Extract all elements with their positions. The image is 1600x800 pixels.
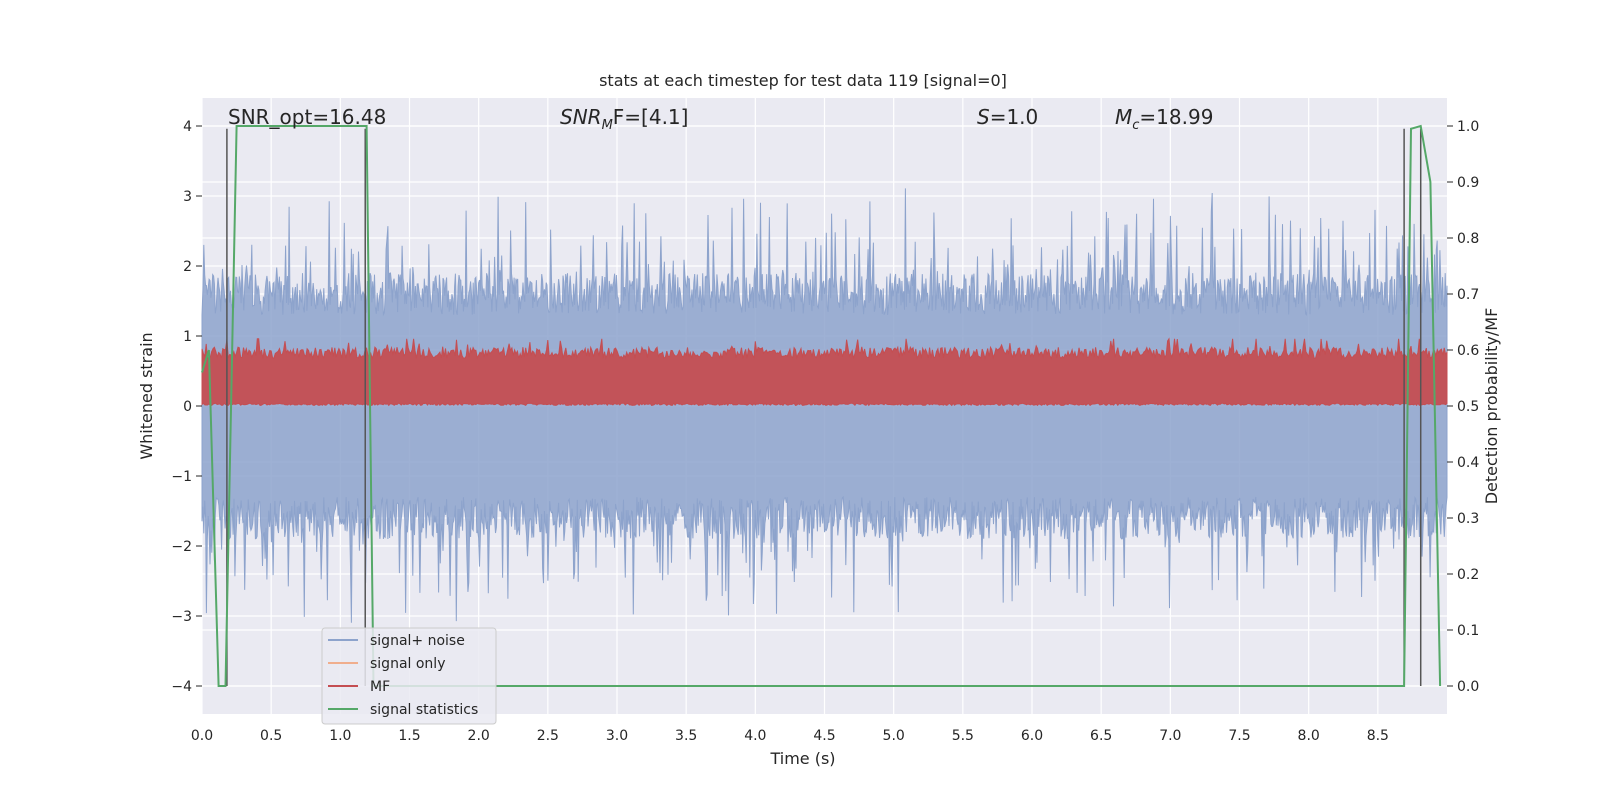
annotation-snr-opt: SNR_opt=16.48 xyxy=(228,105,386,129)
y-tick-label-right: 0.5 xyxy=(1457,399,1479,415)
legend-label-noise: signal+ noise xyxy=(370,633,465,649)
x-tick-label: 6.0 xyxy=(1021,728,1043,744)
y-tick-label-right: 0.8 xyxy=(1457,231,1479,247)
y-axis-label-right: Detection probability/MF xyxy=(1482,308,1501,505)
legend-label-mf: MF xyxy=(370,679,390,695)
x-tick-label: 7.0 xyxy=(1159,728,1181,744)
x-tick-label: 8.5 xyxy=(1367,728,1389,744)
y-tick-label-left: 1 xyxy=(183,329,192,345)
annotation-s: S=1.0 xyxy=(977,105,1038,129)
x-tick-label: 3.0 xyxy=(606,728,628,744)
x-tick-label: 0.0 xyxy=(191,728,213,744)
y-tick-label-right: 0.4 xyxy=(1457,455,1479,471)
annotation-mc: Mc=18.99 xyxy=(1115,105,1213,133)
x-tick-label: 0.5 xyxy=(260,728,282,744)
x-tick-label: 6.5 xyxy=(1090,728,1112,744)
x-tick-label: 2.5 xyxy=(537,728,559,744)
y-tick-label-right: 1.0 xyxy=(1457,119,1479,135)
y-tick-label-left: −3 xyxy=(171,609,192,625)
legend-box xyxy=(321,627,497,725)
x-tick-label: 1.5 xyxy=(398,728,420,744)
y-tick-label-right: 0.9 xyxy=(1457,175,1479,191)
y-axis-label-left: Whitened strain xyxy=(137,332,156,459)
series-signal-noise xyxy=(201,188,1448,623)
annotation-snr-mf: SNRMF=[4.1] xyxy=(560,105,688,133)
y-tick-label-right: 0.0 xyxy=(1457,679,1479,695)
series-signal-statistics xyxy=(201,124,1442,687)
x-tick-label: 4.5 xyxy=(813,728,835,744)
x-tick-label: 1.0 xyxy=(329,728,351,744)
y-tick-label-right: 0.6 xyxy=(1457,343,1479,359)
x-tick-label: 5.0 xyxy=(883,728,905,744)
x-tick-label: 8.0 xyxy=(1298,728,1320,744)
x-tick-label: 5.5 xyxy=(952,728,974,744)
y-tick-label-left: 3 xyxy=(183,189,192,205)
x-tick-label: 3.5 xyxy=(675,728,697,744)
y-tick-label-right: 0.7 xyxy=(1457,287,1479,303)
x-tick-label: 7.5 xyxy=(1228,728,1250,744)
legend-label-signal: signal only xyxy=(370,656,445,672)
x-tick-label: 2.0 xyxy=(468,728,490,744)
y-tick-label-left: −2 xyxy=(171,539,192,555)
series-mf xyxy=(201,337,1448,407)
x-tick-label: 4.0 xyxy=(744,728,766,744)
y-tick-label-left: −4 xyxy=(171,679,192,695)
y-tick-label-left: 2 xyxy=(183,259,192,275)
y-tick-label-right: 0.3 xyxy=(1457,511,1479,527)
y-tick-label-left: 0 xyxy=(183,399,192,415)
y-tick-label-left: −1 xyxy=(171,469,192,485)
y-tick-label-right: 0.1 xyxy=(1457,623,1479,639)
x-axis-label: Time (s) xyxy=(769,749,835,768)
legend-label-stats: signal statistics xyxy=(370,702,478,718)
chart-title: stats at each timestep for test data 119… xyxy=(599,71,1007,90)
legend: signal+ noise signal only MF signal stat… xyxy=(321,627,497,725)
y-tick-label-left: 4 xyxy=(183,119,192,135)
y-tick-label-right: 0.2 xyxy=(1457,567,1479,583)
